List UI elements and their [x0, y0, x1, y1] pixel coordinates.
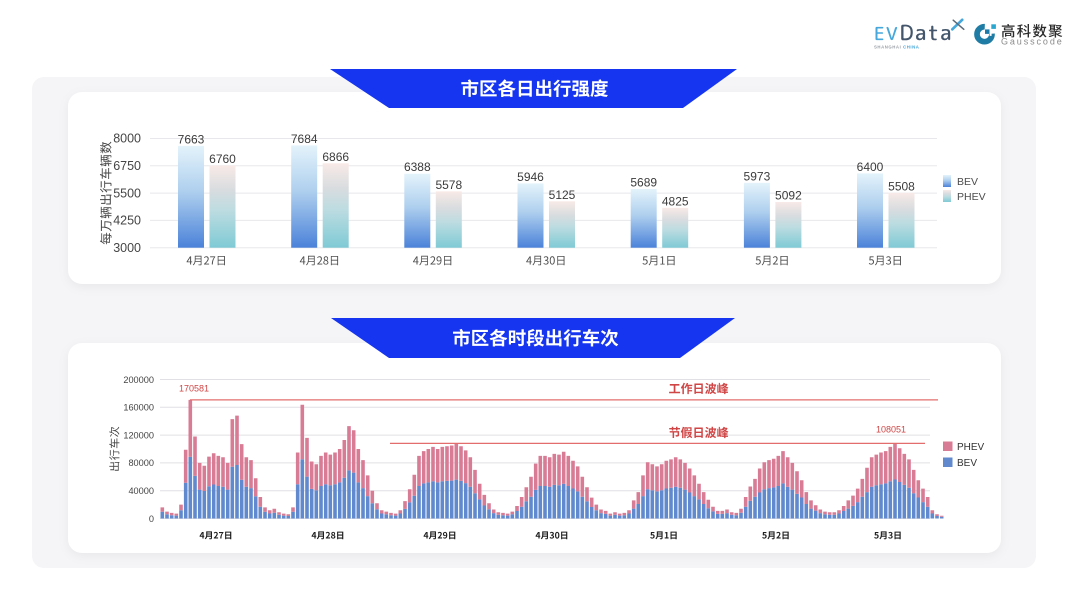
- svg-text:5578: 5578: [435, 178, 462, 192]
- svg-text:8000: 8000: [113, 132, 141, 146]
- svg-text:BEV: BEV: [957, 458, 977, 469]
- svg-text:7684: 7684: [291, 132, 318, 146]
- svg-text:160000: 160000: [123, 403, 154, 413]
- svg-text:80000: 80000: [128, 458, 154, 468]
- svg-text:5125: 5125: [549, 188, 576, 202]
- svg-text:PHEV: PHEV: [957, 442, 985, 453]
- svg-text:108051: 108051: [876, 425, 906, 435]
- svg-text:4825: 4825: [662, 194, 689, 208]
- svg-text:5500: 5500: [113, 186, 141, 200]
- svg-text:Gausscode: Gausscode: [1001, 37, 1064, 47]
- svg-text:5689: 5689: [630, 176, 657, 190]
- svg-text:0: 0: [149, 514, 154, 524]
- svg-text:PHEV: PHEV: [957, 191, 986, 203]
- svg-text:6388: 6388: [404, 160, 431, 174]
- svg-text:120000: 120000: [123, 430, 154, 440]
- svg-text:5973: 5973: [744, 169, 771, 183]
- svg-text:5092: 5092: [775, 189, 802, 203]
- svg-text:170581: 170581: [179, 384, 209, 394]
- svg-text:5508: 5508: [888, 179, 915, 193]
- svg-text:200000: 200000: [123, 375, 154, 385]
- svg-text:40000: 40000: [128, 486, 154, 496]
- svg-text:BEV: BEV: [957, 176, 978, 188]
- svg-text:5946: 5946: [517, 170, 544, 184]
- svg-text:6400: 6400: [857, 160, 884, 174]
- svg-text:6866: 6866: [322, 150, 349, 164]
- svg-text:6760: 6760: [209, 152, 236, 166]
- svg-text:3000: 3000: [113, 241, 141, 255]
- svg-text:SHANGHAI CHINA: SHANGHAI CHINA: [874, 44, 919, 49]
- svg-text:4250: 4250: [113, 214, 141, 228]
- svg-text:6750: 6750: [113, 159, 141, 173]
- svg-text:7663: 7663: [178, 132, 205, 146]
